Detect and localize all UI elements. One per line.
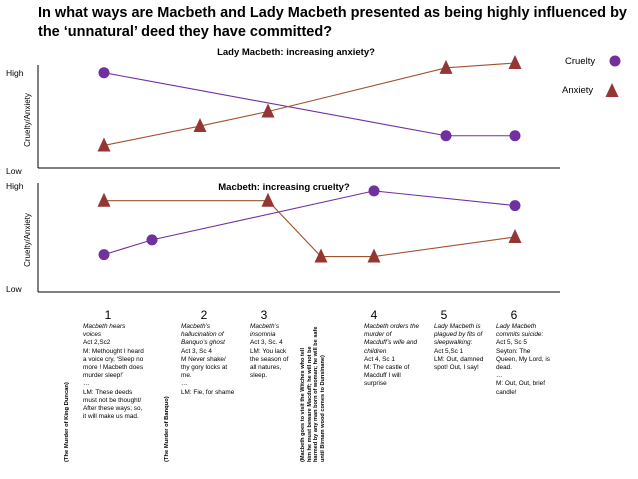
annotation-4-heading: Macbeth orders the murder of Macduff’s w…	[364, 323, 420, 355]
annotation-1: Macbeth hears voices Act 2,Sc2 M: Methou…	[83, 323, 145, 421]
annotation-5: Lady Macbeth is plagued by fits of sleep…	[434, 323, 484, 372]
note-witches-visit: (Macbeth goes to visit the Witches who t…	[300, 326, 326, 462]
anxiety-point-2-3	[314, 248, 328, 263]
legend-anxiety-marker	[605, 83, 619, 97]
y-tick-low-2: Low	[6, 284, 22, 294]
annotation-1-body: Act 2,Sc2 M: Methought I heard a voice c…	[83, 339, 144, 421]
note-murder-duncan: (The Murder of King Duncan)	[64, 382, 70, 462]
anxiety-point-2-4	[367, 248, 381, 263]
annotation-6: Lady Macbeth commits suicide: Act 5, Sc …	[496, 323, 552, 397]
annotation-3-heading: Macbeth’s insomnia	[250, 323, 280, 339]
chart-title-2: Macbeth: increasing cruelty?	[218, 182, 350, 193]
legend-anxiety-label: Anxiety	[562, 85, 593, 96]
y-axis-label-2: Cruelty/Anxiety	[23, 213, 32, 267]
annotation-6-heading: Lady Macbeth commits suicide:	[496, 323, 544, 339]
y-axis-label-1: Cruelty/Anxiety	[23, 93, 32, 147]
x-tick-5: 5	[441, 308, 448, 322]
cruelty-point-2-3	[368, 185, 380, 197]
annotation-4: Macbeth orders the murder of Macduff’s w…	[364, 323, 420, 389]
annotation-5-body: Act 5,Sc 1 LM: Out, damned spot! Out, I …	[434, 347, 484, 372]
annotation-2-body: Act 3, Sc 4 M Never shake/ thy gory lock…	[181, 347, 235, 396]
cruelty-point-1-3	[509, 130, 521, 142]
anxiety-point-2-1	[97, 192, 111, 207]
cruelty-point-2-2	[146, 234, 158, 246]
legend-cruelty-label: Cruelty	[565, 56, 595, 67]
y-tick-high-2: High	[6, 181, 24, 191]
anxiety-point-1-3	[261, 103, 275, 118]
y-tick-high-1: High	[6, 68, 24, 78]
anxiety-point-1-4	[439, 59, 453, 74]
chart-title-1: Lady Macbeth: increasing anxiety?	[217, 47, 375, 58]
anxiety-point-1-2	[193, 118, 207, 133]
cruelty-point-2-1	[98, 249, 110, 261]
x-tick-1: 1	[105, 308, 112, 322]
note-murder-banquo: (The Murder of Banquo)	[164, 396, 170, 462]
annotation-1-heading: Macbeth hears voices	[83, 323, 126, 339]
cruelty-line-1	[103, 72, 515, 137]
anxiety-line-2	[104, 200, 516, 258]
annotation-3: Macbeth’s insomnia Act 3, Sc. 4 LM: You …	[250, 323, 294, 380]
anxiety-point-2-2	[261, 192, 275, 207]
cruelty-point-1-2	[440, 130, 452, 142]
annotation-5-heading: Lady Macbeth is plagued by fits of sleep…	[434, 323, 483, 347]
annotation-3-body: Act 3, Sc. 4 LM: You lack the season of …	[250, 339, 289, 380]
x-tick-2: 2	[201, 308, 208, 322]
legend-cruelty-marker	[609, 55, 621, 67]
anxiety-point-1-1	[97, 137, 111, 152]
anxiety-line-1	[103, 62, 516, 146]
cruelty-point-2-4	[509, 200, 521, 212]
annotation-6-body: Act 5, Sc 5 Seyton: The Queen, My Lord, …	[496, 339, 550, 396]
anxiety-point-2-5	[508, 228, 522, 243]
page-title: In what ways are Macbeth and Lady Macbet…	[38, 5, 627, 40]
annotation-4-body: Act 4, Sc 1 M: The castle of Macduff I w…	[364, 355, 410, 388]
annotation-2-heading: Macbeth’s hallucination of Banquo’s ghos…	[181, 323, 225, 347]
cruelty-line-2	[103, 190, 516, 256]
x-tick-6: 6	[511, 308, 518, 322]
annotation-2: Macbeth’s hallucination of Banquo’s ghos…	[181, 323, 235, 397]
cruelty-point-1-1	[98, 67, 110, 79]
anxiety-point-1-5	[508, 55, 522, 69]
y-tick-low-1: Low	[6, 166, 22, 176]
x-tick-4: 4	[371, 308, 378, 322]
x-tick-3: 3	[261, 308, 268, 322]
